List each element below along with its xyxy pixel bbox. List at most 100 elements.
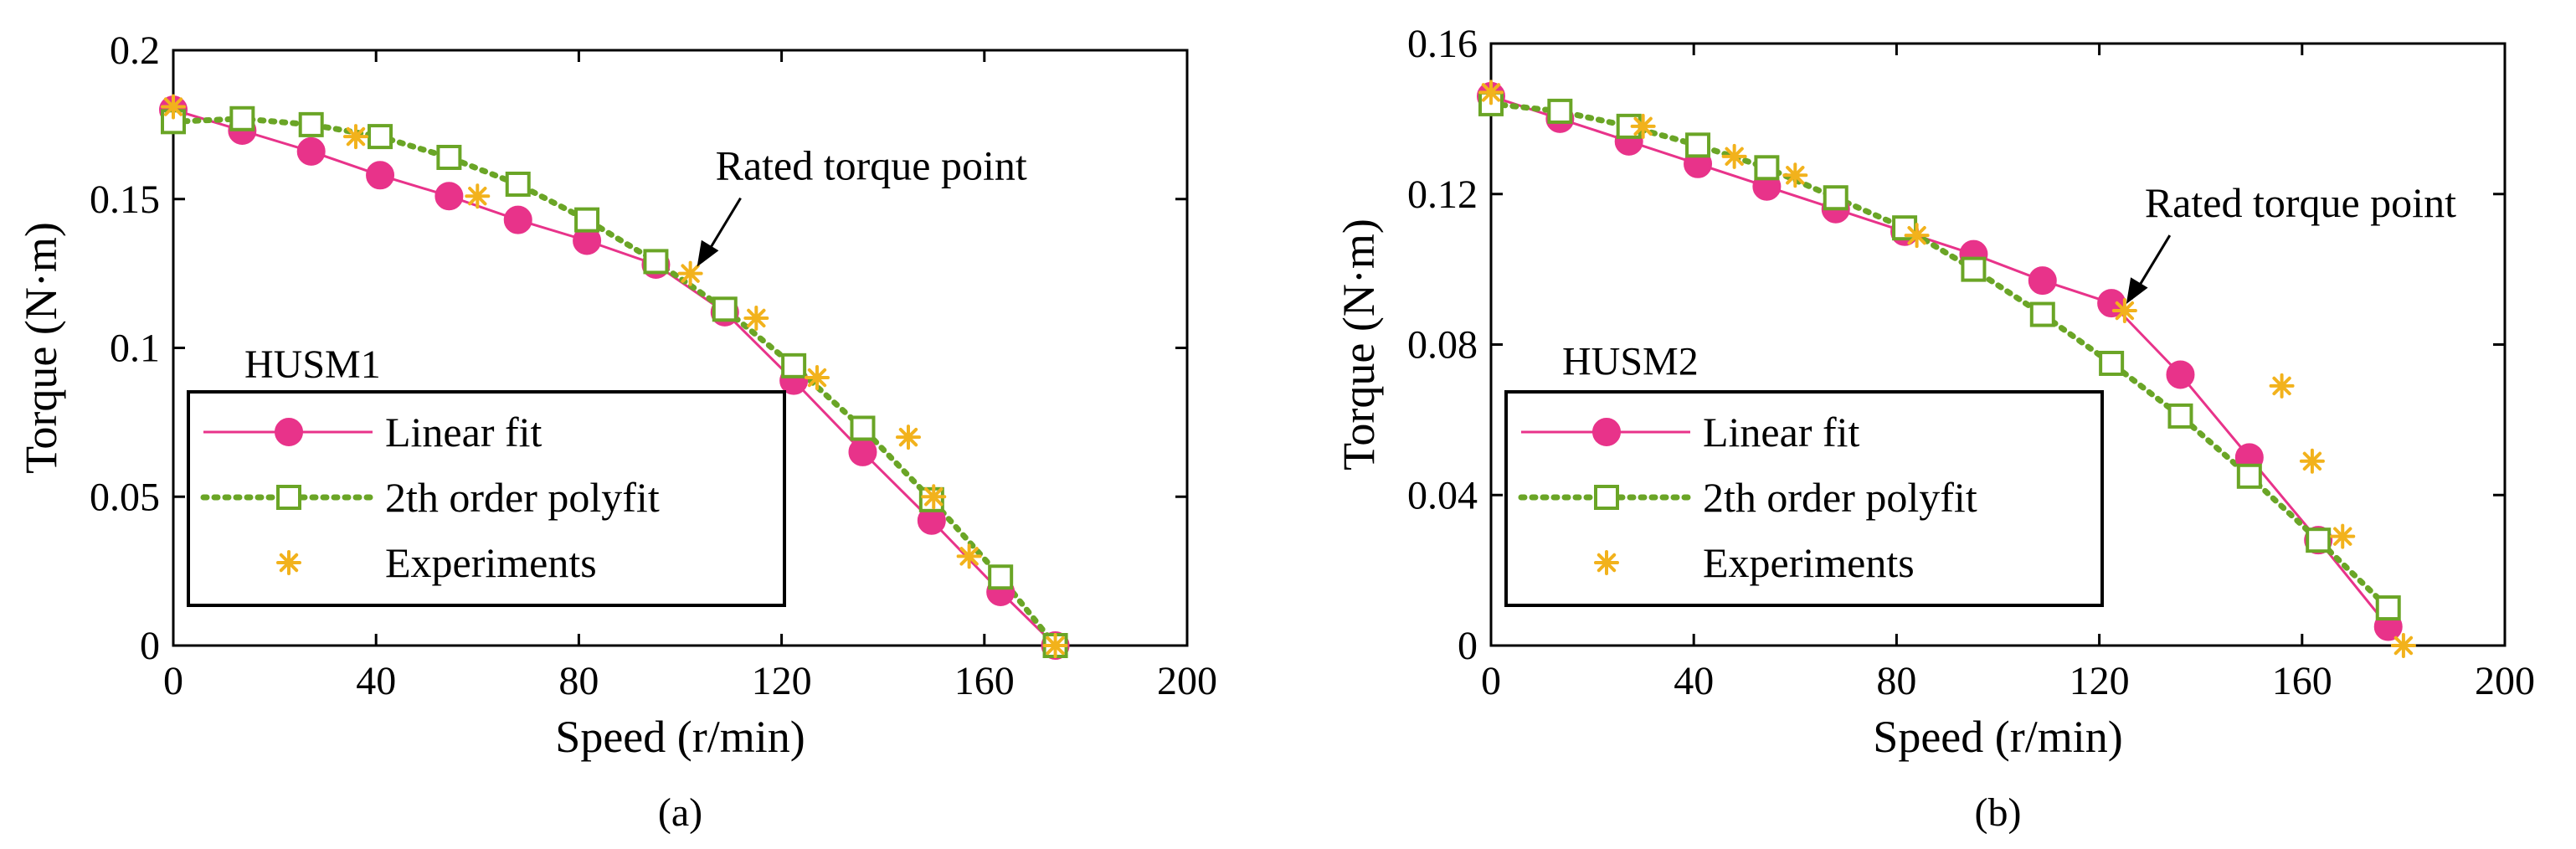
asterisk-stroke — [2115, 301, 2135, 321]
data-point — [368, 124, 393, 150]
asterisk-stroke — [1046, 635, 1065, 656]
legend-label: Linear fit — [1703, 409, 1860, 455]
asterisk-stroke — [807, 368, 827, 388]
asterisk-stroke — [468, 187, 487, 206]
data-point — [161, 94, 186, 120]
data-point — [1478, 80, 1504, 105]
data-point — [465, 183, 491, 209]
x-tick-label: 120 — [752, 659, 812, 703]
chart-panel-b: 0 40 80 120 160 200 0 0.04 0.08 0.12 0.16 Speed (r/… — [1334, 22, 2535, 835]
x-tick-label: 160 — [2272, 659, 2332, 703]
data-point — [2236, 463, 2262, 489]
legend-label: Experiments — [385, 539, 597, 586]
data-point — [1782, 162, 1808, 188]
asterisk-stroke — [1725, 147, 1744, 167]
asterisk-stroke — [2393, 635, 2414, 656]
legend-label: 2th order polyfit — [385, 474, 660, 521]
legend-item: Linear fit — [1521, 409, 1860, 455]
data-point — [2299, 448, 2325, 474]
asterisk-stroke — [1786, 166, 1805, 185]
data-point — [1042, 633, 1068, 658]
data-point — [743, 305, 769, 331]
legend-item: Linear fit — [203, 409, 542, 455]
data-point — [804, 365, 830, 391]
y-tick-label: 0.04 — [1407, 473, 1478, 517]
data-point — [434, 182, 464, 211]
legend-marker — [1592, 418, 1621, 446]
x-tick-label: 0 — [163, 659, 183, 703]
asterisk-stroke — [2333, 527, 2352, 546]
legend: Linear fit 2th order polyfit Experiments — [187, 390, 786, 607]
legend-item: 2th order polyfit — [200, 474, 660, 521]
data-point — [2306, 527, 2332, 553]
data-point — [1904, 223, 1930, 249]
x-tick-label: 40 — [1674, 659, 1714, 703]
data-point — [2167, 403, 2193, 429]
asterisk-stroke — [959, 547, 979, 566]
asterisk-stroke — [747, 308, 766, 328]
data-point — [1961, 256, 1987, 282]
legend-marker — [276, 485, 301, 510]
y-tick-label: 0.08 — [1407, 323, 1478, 368]
data-point — [677, 260, 703, 286]
legend-marker — [1594, 550, 1619, 575]
data-point — [848, 437, 877, 466]
data-point — [2166, 360, 2195, 389]
chart-panel-a: 0 40 80 120 160 200 0 0.05 0.1 0.15 0.2 Speed (r/mi… — [16, 28, 1217, 835]
data-point — [781, 352, 807, 378]
asterisk-stroke — [1907, 225, 1926, 245]
legend-item: Experiments — [1594, 539, 1915, 586]
data-point — [895, 424, 921, 450]
asterisk-stroke — [681, 264, 700, 283]
data-point — [2375, 595, 2401, 621]
legend-item: Experiments — [276, 539, 597, 586]
asterisk-stroke — [2272, 376, 2291, 396]
inner-label: HUSM1 — [244, 342, 381, 387]
data-point — [574, 207, 600, 233]
y-tick-label: 0 — [140, 624, 160, 668]
data-point — [503, 205, 532, 234]
data-point — [2028, 266, 2057, 296]
legend-label: Linear fit — [385, 409, 542, 455]
panel-label: (b) — [1975, 790, 2022, 835]
x-tick-label: 0 — [1481, 659, 1501, 703]
annotation-text: Rated torque point — [2145, 179, 2456, 226]
data-point — [1547, 98, 1573, 124]
data-point — [229, 105, 255, 131]
data-point — [643, 249, 669, 275]
data-point — [712, 296, 738, 322]
data-point — [1721, 143, 1747, 169]
data-point — [1754, 155, 1780, 181]
data-point — [1823, 185, 1848, 211]
annotation-arrowhead — [697, 239, 719, 267]
y-axis-label: Torque (N·m) — [16, 222, 66, 474]
y-tick-label: 0.2 — [110, 28, 160, 73]
data-point — [505, 171, 531, 197]
y-tick-label: 0.15 — [90, 178, 160, 222]
asterisk-stroke — [898, 427, 918, 447]
y-tick-label: 0.12 — [1407, 172, 1478, 217]
data-point — [342, 124, 368, 150]
data-point — [2390, 633, 2416, 658]
asterisk-stroke — [2302, 451, 2322, 471]
panel-label: (a) — [658, 790, 702, 835]
y-tick-label: 0.1 — [110, 327, 160, 371]
asterisk-stroke — [163, 97, 183, 116]
annotation-text: Rated torque point — [716, 142, 1027, 189]
x-tick-label: 200 — [1157, 659, 1217, 703]
asterisk-stroke — [346, 126, 366, 147]
data-point — [921, 484, 947, 510]
y-tick-label: 0.05 — [90, 475, 160, 519]
legend-label: Experiments — [1703, 539, 1915, 586]
data-point — [296, 136, 326, 166]
legend-label: 2th order polyfit — [1703, 474, 1977, 521]
legend-marker — [276, 550, 301, 575]
data-point — [850, 415, 876, 441]
legend-marker — [275, 418, 303, 446]
annotation-arrowhead — [2126, 277, 2148, 305]
legend-marker — [1594, 485, 1619, 510]
data-point — [298, 111, 324, 137]
asterisk-stroke — [1481, 83, 1501, 102]
data-point — [2269, 373, 2295, 399]
